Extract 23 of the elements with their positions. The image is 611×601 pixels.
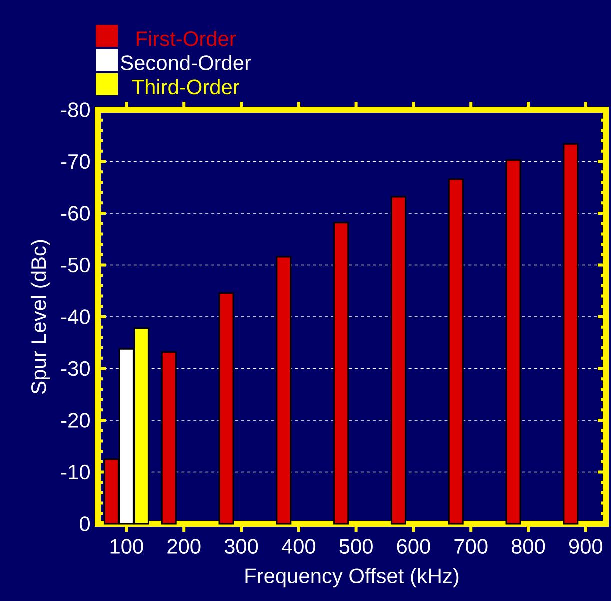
legend-label: Second-Order bbox=[121, 55, 252, 70]
y-tick-label: 0 bbox=[80, 516, 90, 532]
y-axis-title: Spur Level (dBc) bbox=[30, 240, 50, 394]
y-tick-label: -20 bbox=[62, 413, 90, 428]
x-tick-label: 300 bbox=[224, 539, 258, 554]
y-tick-label: -30 bbox=[62, 361, 90, 376]
x-tick-label: 600 bbox=[397, 539, 430, 554]
legend-label: Third-Order bbox=[132, 79, 240, 95]
x-axis-title: Frequency Offset (kHz) bbox=[246, 568, 459, 588]
x-tick-label: 800 bbox=[512, 539, 546, 554]
x-tick-label: 700 bbox=[454, 539, 488, 554]
x-tick-label: 200 bbox=[168, 539, 201, 554]
x-tick-label: 500 bbox=[340, 539, 373, 554]
y-tick-label: -80 bbox=[62, 102, 90, 118]
x-tick-label: 400 bbox=[282, 539, 316, 554]
y-tick-label: -70 bbox=[62, 154, 90, 170]
y-tick-label: -10 bbox=[62, 464, 90, 480]
y-tick-label: -50 bbox=[62, 258, 90, 273]
y-tick-label: -40 bbox=[62, 310, 90, 324]
legend-label: First-Order bbox=[136, 30, 236, 46]
y-tick-label: -60 bbox=[62, 206, 90, 221]
x-tick-label: 900 bbox=[569, 539, 603, 554]
x-tick-label: 100 bbox=[110, 539, 144, 554]
